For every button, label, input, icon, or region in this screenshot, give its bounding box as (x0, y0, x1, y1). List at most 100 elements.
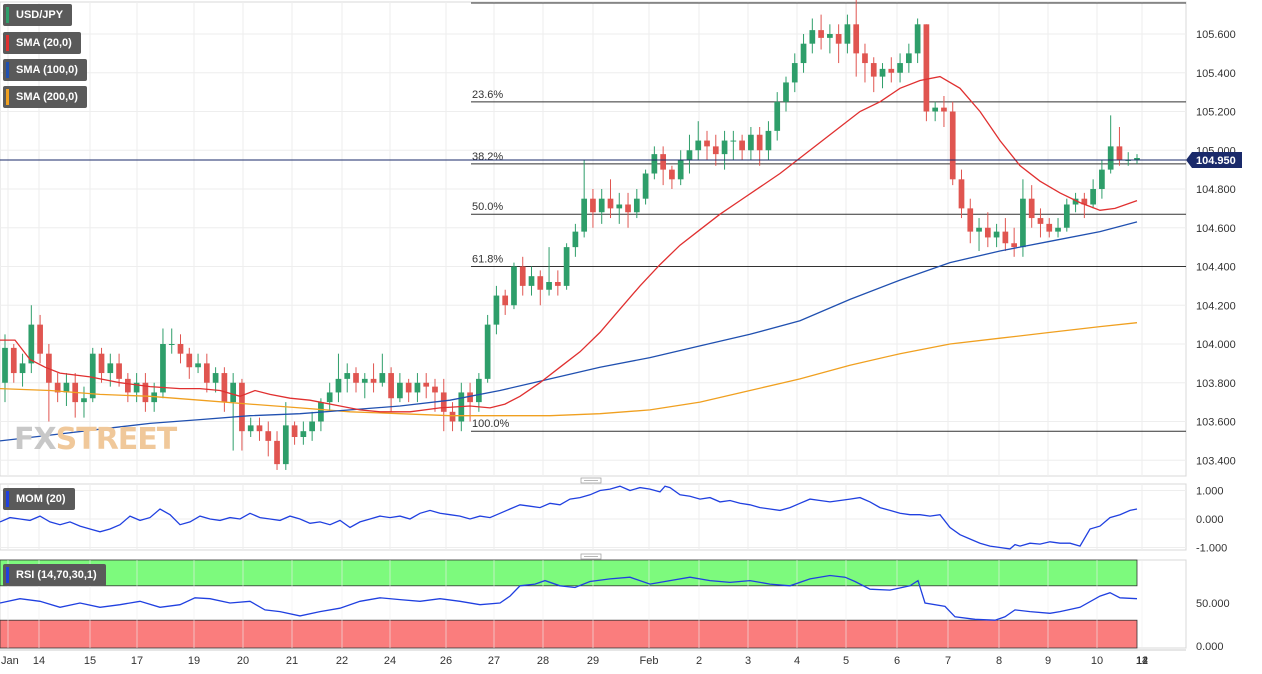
candle-body (186, 353, 193, 368)
candle (633, 189, 640, 219)
candle-body (976, 227, 982, 232)
candle (397, 373, 403, 403)
candle (423, 373, 430, 399)
x-tick-label: 26 (440, 655, 452, 667)
candle-body (1055, 227, 1061, 232)
candle (370, 363, 377, 393)
candle-body (291, 425, 298, 437)
candle (81, 386, 87, 418)
candle (642, 169, 649, 205)
candle-body (748, 134, 754, 151)
candle-body (870, 63, 877, 77)
candle-body (642, 173, 649, 199)
candle (528, 266, 535, 296)
candle (344, 363, 351, 393)
candle (493, 285, 500, 335)
rsi-tag[interactable]: RSI (14,70,30,1) (3, 564, 106, 586)
candle (405, 378, 412, 403)
candle-body (730, 140, 737, 142)
candle-body (1072, 198, 1079, 205)
candle (1011, 227, 1017, 257)
candle (984, 212, 991, 248)
candle (519, 256, 526, 296)
candle-body (712, 146, 719, 155)
candle (879, 63, 886, 89)
candle-body (326, 392, 333, 403)
rsi-tick-label: 0.000 (1196, 641, 1224, 653)
candle (695, 121, 702, 160)
sma100-label: SMA (100,0) (16, 64, 78, 76)
candle (1020, 179, 1026, 257)
candle-body (756, 134, 763, 151)
candle (835, 24, 842, 64)
candle (897, 53, 903, 83)
sma100-tag[interactable]: SMA (100,0) (3, 59, 87, 81)
candle (976, 218, 982, 251)
candle (862, 43, 868, 83)
candle-body (282, 425, 289, 465)
candle (748, 127, 754, 160)
candle-body (19, 363, 26, 374)
candle (686, 134, 693, 174)
sma20-label: SMA (20,0) (16, 37, 72, 49)
candle-body (423, 382, 430, 387)
sma200-label: SMA (200,0) (16, 91, 78, 103)
candle (572, 223, 579, 257)
x-tick-label: 15 (84, 655, 96, 667)
candle-body (370, 378, 377, 383)
x-tick-label: 7 (945, 655, 951, 667)
symbol-tag[interactable]: USD/JPY (3, 4, 73, 26)
candle (133, 373, 140, 403)
candle-body (195, 363, 201, 368)
candle (949, 101, 956, 186)
price-panel: 105.600105.400105.200105.000104.800104.6… (0, 0, 1242, 477)
candle-body (502, 295, 509, 306)
rsi-overbought-zone (0, 559, 1138, 587)
candle (484, 314, 491, 383)
candle (1107, 115, 1114, 174)
x-tick-label: 19 (188, 655, 200, 667)
symbol-label: USD/JPY (16, 9, 64, 21)
candle-body (203, 363, 210, 383)
candle-body (353, 373, 359, 383)
candle-body (765, 130, 772, 151)
price-tick-label: 105.600 (1196, 29, 1236, 41)
candle-body (546, 282, 552, 290)
candle (721, 130, 728, 170)
current-price-badge (1186, 151, 1242, 168)
candle (511, 262, 517, 310)
candle-body (984, 227, 991, 238)
candle-body (344, 373, 351, 379)
mom-tag[interactable]: MOM (20) (3, 488, 75, 510)
candle-body (484, 324, 491, 379)
candle-body (739, 140, 745, 151)
candle-body (63, 382, 70, 393)
candle (765, 121, 772, 160)
sma200-swatch (6, 89, 9, 105)
rsi-tick-label: 50.000 (1196, 598, 1230, 610)
candle (168, 328, 175, 354)
candle (309, 411, 315, 441)
sma20-tag[interactable]: SMA (20,0) (3, 32, 81, 54)
x-tick-label: 24 (384, 655, 396, 667)
candle-body (862, 53, 868, 64)
price-tick-label: 104.000 (1196, 339, 1236, 351)
candle-body (633, 198, 640, 213)
x-tick-label: Jan (1, 655, 19, 667)
candle (195, 353, 201, 374)
candle-body (1099, 169, 1105, 189)
candle-body (581, 198, 588, 232)
candle-body (572, 231, 579, 248)
candle (669, 165, 675, 189)
candle (581, 159, 588, 238)
candle-body (300, 431, 307, 437)
sma200-tag[interactable]: SMA (200,0) (3, 86, 87, 108)
candle-body (432, 386, 438, 393)
candle (300, 421, 307, 445)
candle (914, 18, 921, 64)
candle (326, 382, 333, 412)
current-price-label: 104.950 (1196, 155, 1236, 167)
candle (827, 24, 833, 54)
candle-body (923, 24, 930, 112)
